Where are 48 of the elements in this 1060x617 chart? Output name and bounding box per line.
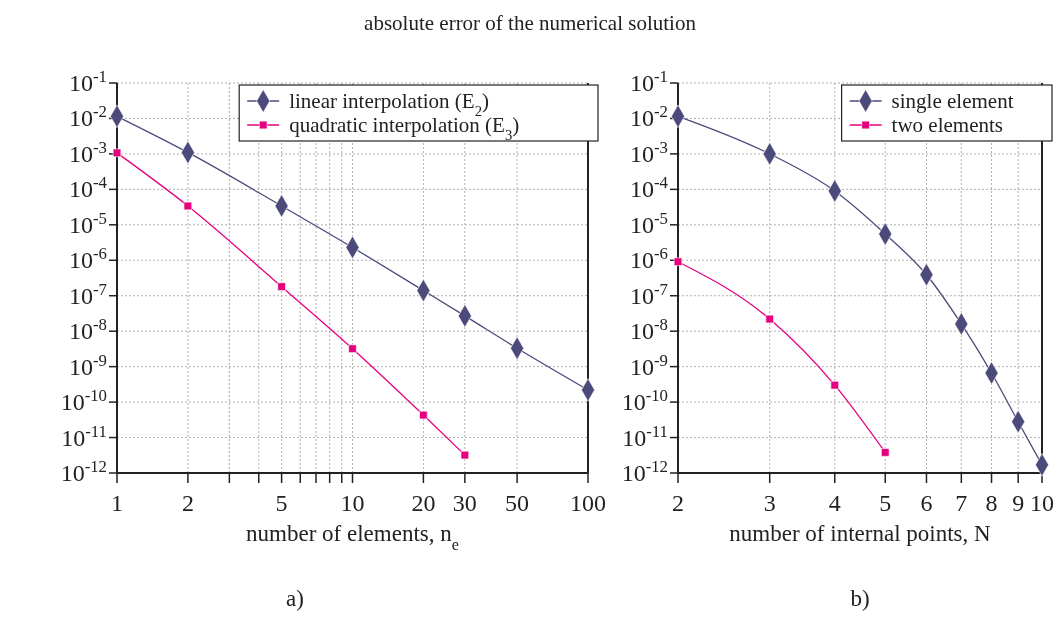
y-tick-label: 10$^{-2}$	[69, 101, 107, 132]
x-tick-label: 4	[828, 490, 841, 516]
y-tick-label: 10$^{-11}$	[622, 421, 668, 451]
text: b)	[850, 586, 870, 611]
y-tick-label: 10$^{-12}$	[60, 456, 107, 486]
legend-label: two elements	[891, 113, 1003, 137]
x-tick-label: 8	[985, 490, 998, 516]
y-tick-label: 10$^{-2}$	[630, 101, 668, 132]
x-tick-label: 2	[181, 490, 194, 516]
x-tick-label: 20	[411, 490, 436, 516]
x-tick-label: 7	[955, 490, 968, 516]
x-tick-label: 50	[505, 490, 530, 516]
y-tick-label: 10$^{-4}$	[630, 172, 669, 203]
y-tick-label: 10$^{-1}$	[630, 66, 668, 96]
x-tick-label: 100	[570, 490, 606, 516]
y-tick-label: 10$^{-9}$	[69, 350, 107, 380]
y-tick-label: 10$^{-9}$	[630, 350, 668, 380]
y-tick-label: 10$^{-10}$	[621, 385, 668, 416]
x-tick-label: 5	[879, 490, 892, 516]
x-tick-label: 9	[1012, 490, 1025, 516]
y-tick-label: 10$^{-12}$	[621, 456, 668, 486]
x-tick-label: 6	[920, 490, 933, 516]
y-tick-label: 10$^{-7}$	[69, 279, 107, 309]
legend-label: single element	[891, 89, 1014, 113]
y-tick-label: 10$^{-6}$	[69, 243, 107, 274]
x-axis-title: number of elements, n$_{e}$	[246, 521, 459, 553]
y-tick-label: 10$^{-3}$	[69, 137, 107, 167]
x-tick-label: 10	[340, 490, 365, 516]
x-tick-label: 30	[452, 490, 477, 516]
x-tick-label: 5	[275, 490, 288, 516]
y-tick-label: 10$^{-8}$	[630, 314, 668, 345]
x-tick-label: 10	[1030, 490, 1054, 516]
x-axis-title: number of internal points, N	[729, 521, 992, 546]
text: a)	[286, 586, 304, 611]
x-tick-label: 3	[763, 490, 776, 516]
y-tick-label: 10$^{-5}$	[69, 208, 107, 238]
y-tick-label: 10$^{-5}$	[630, 208, 668, 238]
y-tick-label: 10$^{-8}$	[69, 314, 107, 345]
y-tick-label: 10$^{-4}$	[69, 172, 108, 203]
y-tick-label: 10$^{-1}$	[69, 66, 107, 96]
y-tick-label: 10$^{-7}$	[630, 279, 668, 309]
y-tick-label: 10$^{-6}$	[630, 243, 668, 274]
x-tick-label: 2	[672, 490, 684, 516]
y-tick-label: 10$^{-11}$	[61, 421, 107, 451]
chart-title: absolute error of the numerical solution	[364, 11, 697, 35]
y-tick-label: 10$^{-3}$	[630, 137, 668, 167]
y-tick-label: 10$^{-10}$	[60, 385, 107, 416]
x-tick-label: 1	[111, 490, 123, 516]
